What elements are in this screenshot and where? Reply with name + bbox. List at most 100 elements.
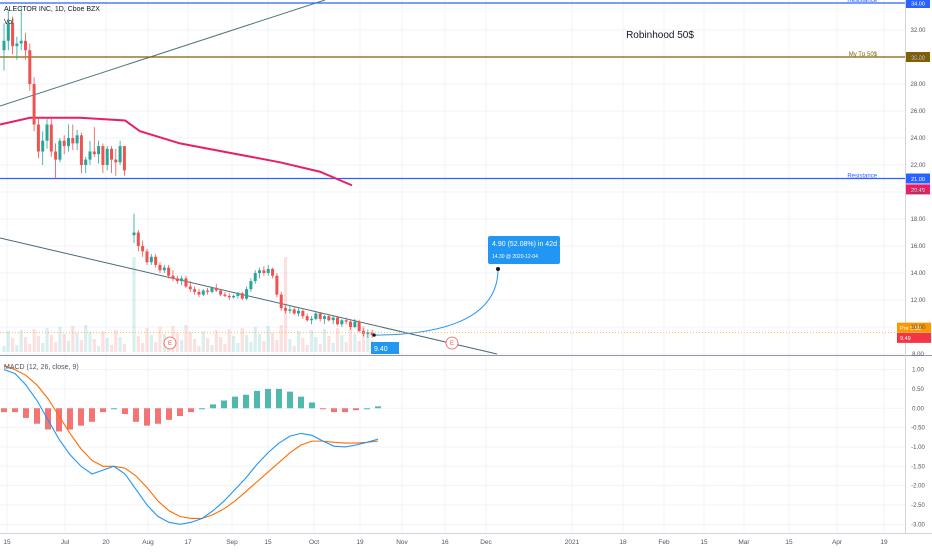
level-badge-1 bbox=[906, 52, 930, 62]
candle-body bbox=[210, 287, 214, 292]
macd-histogram-bar bbox=[309, 402, 315, 409]
macd-tick-label-3: -0.50 bbox=[911, 426, 925, 432]
volume-bar bbox=[84, 325, 88, 352]
time-tick-label-19: 19 bbox=[880, 539, 888, 546]
projection-text: 4.90 (52.08%) in 42d 1h bbox=[492, 241, 567, 248]
macd-title: MACD (12, 26, close, 9) bbox=[4, 364, 79, 371]
volume-bar bbox=[36, 336, 40, 352]
trendline-lower bbox=[0, 237, 498, 355]
price-tick-label-8: 16.00 bbox=[910, 244, 926, 250]
candle-body bbox=[327, 316, 331, 321]
volume-bar bbox=[45, 328, 49, 352]
volume-bar bbox=[145, 328, 149, 352]
macd-histogram-bar bbox=[221, 400, 227, 409]
volume-bar bbox=[249, 342, 253, 352]
volume-bar bbox=[32, 329, 36, 352]
price-tick-label-10: 12.00 bbox=[910, 298, 926, 304]
volume-bar bbox=[266, 326, 270, 352]
macd-histogram-bar bbox=[133, 408, 139, 422]
volume-bar bbox=[288, 339, 292, 352]
level-badge-2 bbox=[906, 173, 930, 184]
volume-bar bbox=[6, 331, 10, 352]
candle-body bbox=[227, 295, 231, 298]
projection-box bbox=[488, 236, 560, 264]
time-tick-label-9: Nov bbox=[396, 539, 408, 546]
candle-body bbox=[318, 313, 322, 319]
time-tick-label-18: Apr bbox=[832, 539, 843, 546]
volume-bar bbox=[219, 337, 223, 352]
candle-body bbox=[2, 40, 6, 51]
macd-histogram-bar bbox=[144, 408, 150, 426]
volume-bar bbox=[353, 334, 357, 352]
time-tick-label-1: Jul bbox=[61, 539, 70, 546]
volume-bar bbox=[335, 328, 340, 352]
volume-bar bbox=[58, 327, 62, 352]
candle-body bbox=[36, 124, 40, 152]
volume-label: Vol bbox=[4, 19, 14, 26]
candle-body bbox=[262, 270, 266, 273]
earnings-marker-0 bbox=[163, 336, 177, 350]
candle-body bbox=[188, 286, 192, 290]
price-tick-label-1: 30.00 bbox=[910, 55, 926, 61]
candle-body bbox=[193, 289, 197, 292]
candle-body bbox=[366, 332, 370, 334]
time-tick-label-3: Aug bbox=[142, 539, 154, 546]
candle-body bbox=[336, 317, 340, 325]
chart-note: Robinhood 50$ bbox=[626, 30, 694, 41]
volume-bar bbox=[301, 338, 305, 352]
candle-body bbox=[344, 320, 348, 322]
volume-bar bbox=[318, 344, 322, 352]
time-tick-label-8: 19 bbox=[356, 539, 364, 546]
volume-bar bbox=[227, 329, 231, 352]
candle-body bbox=[219, 290, 223, 295]
volume-bar bbox=[154, 342, 158, 352]
candle-body bbox=[136, 232, 140, 246]
candle-body bbox=[92, 151, 96, 155]
volume-bar bbox=[97, 346, 101, 352]
time-tick-label-15: 15 bbox=[700, 539, 708, 546]
volume-bar bbox=[214, 330, 218, 352]
candle-body bbox=[310, 318, 314, 321]
candle-body bbox=[110, 148, 113, 160]
price-tick-label-5: 22.00 bbox=[910, 163, 926, 169]
last-price-badge bbox=[371, 342, 399, 354]
macd-histogram-bar bbox=[210, 404, 216, 409]
macd-histogram-bar bbox=[254, 390, 260, 409]
macd-histogram-bar bbox=[331, 408, 337, 413]
volume-bar bbox=[231, 336, 236, 352]
projection-curve bbox=[372, 268, 499, 336]
candle-body bbox=[28, 50, 32, 84]
candle-body bbox=[266, 268, 270, 273]
macd-histogram-bar bbox=[155, 408, 161, 424]
macd-tick-label-0: 1.00 bbox=[912, 368, 924, 374]
volume-bar bbox=[141, 343, 145, 352]
candle-body bbox=[24, 40, 27, 51]
candle-body bbox=[357, 321, 361, 332]
volume-bar bbox=[88, 332, 92, 352]
macd-histogram-bar bbox=[12, 408, 18, 413]
candle-body bbox=[15, 43, 19, 47]
time-tick-label-16: Mar bbox=[738, 539, 750, 546]
time-tick-label-4: 17 bbox=[184, 539, 192, 546]
candle-body bbox=[114, 159, 118, 163]
macd-tick-label-1: 0.50 bbox=[912, 387, 924, 393]
volume-bar bbox=[314, 337, 318, 352]
volume-bar bbox=[253, 327, 257, 352]
volume-bar bbox=[244, 335, 249, 352]
macd-histogram-bar bbox=[67, 408, 73, 430]
price-tick-label-0: 32.00 bbox=[910, 28, 926, 34]
price-badge-text-1: 9.49 bbox=[900, 336, 911, 342]
level-badge-text-2: 21.00 bbox=[911, 177, 925, 183]
volume-bar bbox=[23, 337, 28, 352]
volume-bar bbox=[357, 341, 361, 352]
candle-body bbox=[305, 316, 309, 321]
volume-bar bbox=[344, 342, 348, 352]
price-tick-label-11: 10.00 bbox=[910, 325, 926, 331]
volume-bar bbox=[197, 346, 201, 352]
price-tick-label-7: 18.00 bbox=[910, 217, 926, 223]
projection-end-dot bbox=[496, 266, 500, 271]
candle-body bbox=[41, 140, 45, 152]
candle-body bbox=[6, 23, 10, 41]
candle-body bbox=[240, 293, 244, 299]
